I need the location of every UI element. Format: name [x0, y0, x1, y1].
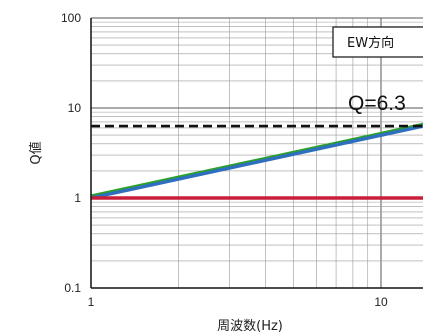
y-tick-label: 100 [61, 11, 81, 25]
x-axis-label: 周波数(Hz) [217, 319, 283, 334]
legend-box-frame [332, 26, 423, 58]
series-line [91, 122, 423, 198]
x-tick-label: 10 [374, 295, 388, 309]
y-tick-label: 0.1 [64, 281, 81, 295]
y-axis-label: Q値 [28, 141, 44, 164]
series-group [91, 122, 423, 200]
y-tick-label: 10 [68, 101, 82, 115]
tick-labels: 1 10 0.1 1 10 100 [61, 11, 388, 309]
x-tick-label: 1 [88, 295, 95, 309]
q-annotation: Q=6.3 [348, 92, 406, 115]
series-line [91, 124, 423, 200]
axes [90, 18, 423, 289]
legend-box: EW方向 [332, 26, 423, 58]
grid-lines [90, 17, 423, 289]
y-tick-label: 1 [74, 191, 81, 205]
legend-box-text: EW方向 [347, 35, 394, 51]
